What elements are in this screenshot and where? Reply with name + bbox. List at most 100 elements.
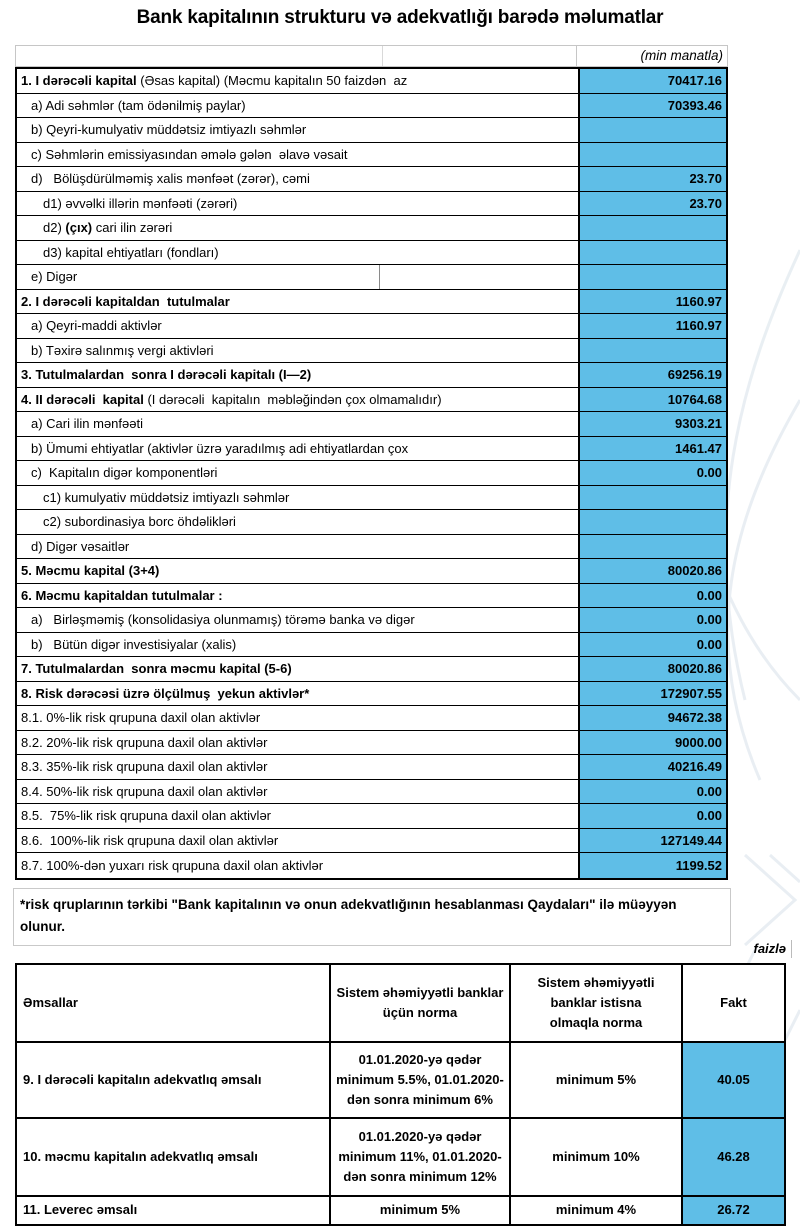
row-value-cell: 172907.55	[578, 681, 726, 705]
ratio-row: 9. I dərəcəli kapitalın adekvatlıq əmsal…	[17, 1041, 784, 1117]
row-label-cell: 8.2. 20%-lik risk qrupuna daxil olan akt…	[17, 731, 578, 755]
row-value-cell: 1160.97	[578, 314, 726, 338]
ratio-row: 11. Leverec əmsalı minimum 5% minimum 4%…	[17, 1195, 784, 1224]
percent-unit-note: faizlə	[753, 940, 792, 958]
table-row: 1. I dərəcəli kapital (Əsas kapital) (Mə…	[17, 69, 726, 94]
ratios-header-row: Əmsallar Sistem əhəmiyyətli banklar üçün…	[17, 965, 784, 1041]
row-label-cell: 6. Məcmu kapitaldan tutulmalar :	[17, 584, 578, 608]
row-value-cell	[578, 510, 726, 534]
ratio-fact-cell: 46.28	[681, 1119, 784, 1195]
label-text: c) Kapitalın digər komponentləri	[31, 465, 218, 481]
table-row: 3. Tutulmalardan sonra I dərəcəli kapita…	[17, 363, 726, 388]
label-text: 8.7. 100%-dən yuxarı risk qrupuna daxil …	[21, 857, 324, 873]
label-bold-text: 5. Məcmu kapital (3+4)	[21, 563, 160, 579]
row-label-cell: b) Bütün digər investisiyalar (xalis)	[17, 633, 578, 657]
row-label-cell: a) Adi səhmlər (tam ödənilmiş paylar)	[17, 94, 578, 118]
table-row: b) Ümumi ehtiyatlar (aktivlər üzrə yarad…	[17, 436, 726, 461]
ratio-row: 10. məcmu kapitalın adekvatlıq əmsalı 01…	[17, 1117, 784, 1195]
row-value-cell	[578, 118, 726, 142]
label-text: 8.4. 50%-lik risk qrupuna daxil olan akt…	[21, 783, 268, 799]
ratio-norm-systemic-cell: 01.01.2020-yə qədər minimum 11%, 01.01.2…	[329, 1119, 509, 1195]
row-value-cell: 10764.68	[578, 387, 726, 411]
label-text: c) Səhmlərin emissiyasından əmələ gələn …	[31, 146, 348, 162]
table-row: 2. I dərəcəli kapitaldan tutulmalar 1160…	[17, 289, 726, 314]
label-text: b) Ümumi ehtiyatlar (aktivlər üzrə yarad…	[31, 440, 409, 456]
row-value-cell: 9000.00	[578, 730, 726, 754]
row-value-cell: 127149.44	[578, 828, 726, 852]
capital-structure-table: (min manatla) 1. I dərəcəli kapital (Əsa…	[15, 45, 728, 880]
row-value-cell: 9303.21	[578, 412, 726, 436]
label-text: d) Digər vəsaitlər	[31, 538, 130, 554]
table-row: 8.7. 100%-dən yuxarı risk qrupuna daxil …	[17, 853, 726, 878]
table-row: d) Digər vəsaitlər	[17, 534, 726, 559]
row-label-cell: e) Digər	[17, 265, 578, 289]
table-row: a) Qeyri-maddi aktivlər 1160.97	[17, 314, 726, 339]
table-row: b) Bütün digər investisiyalar (xalis) 0.…	[17, 632, 726, 657]
empty-header-cell	[16, 46, 383, 66]
row-label-cell: d) Bölüşdürülməmiş xalis mənfəət (zərər)…	[17, 167, 578, 191]
row-label-cell: 4. II dərəcəli kapital (I dərəcəli kapit…	[17, 388, 578, 412]
row-value-cell: 0.00	[578, 779, 726, 803]
row-value-cell: 94672.38	[578, 706, 726, 730]
table-row: 8.1. 0%-lik risk qrupuna daxil olan akti…	[17, 706, 726, 731]
row-label-cell: d) Digər vəsaitlər	[17, 535, 578, 559]
row-value-cell: 0.00	[578, 632, 726, 656]
row-value-cell: 1199.52	[578, 853, 726, 878]
label-text: (I dərəcəli kapitalın məbləğindən çox ol…	[147, 391, 442, 407]
table-row: d) Bölüşdürülməmiş xalis mənfəət (zərər)…	[17, 167, 726, 192]
row-label-cell: a) Cari ilin mənfəəti	[17, 412, 578, 436]
row-value-cell: 1461.47	[578, 436, 726, 460]
label-text: b) Bütün digər investisiyalar (xalis)	[31, 636, 237, 652]
header-emsallar: Əmsallar	[23, 994, 78, 1010]
table-row: a) Adi səhmlər (tam ödənilmiş paylar) 70…	[17, 93, 726, 118]
table-row: 7. Tutulmalardan sonra məcmu kapital (5-…	[17, 657, 726, 682]
page-title: Bank kapitalının strukturu və adekvatlığ…	[136, 7, 664, 28]
table-row: a) Birləşməmiş (konsolidasiya olunmamış)…	[17, 608, 726, 633]
label-text: b) Təxirə salınmış vergi aktivləri	[31, 342, 214, 358]
row-value-cell	[578, 216, 726, 240]
row-label-cell: 8.5. 75%-lik risk qrupuna daxil olan akt…	[17, 804, 578, 828]
ratio-fact-cell: 26.72	[681, 1197, 784, 1224]
row-label-cell: 8. Risk dərəcəsi üzrə ölçülmuş yekun akt…	[17, 682, 578, 706]
row-label-cell: c) Kapitalın digər komponentləri	[17, 461, 578, 485]
header-norm-other: Sistem əhəmiyyətli banklar istisna olmaq…	[509, 965, 681, 1041]
ratio-label-cell: 9. I dərəcəli kapitalın adekvatlıq əmsal…	[23, 1071, 262, 1087]
ratio-norm-other-cell: minimum 10%	[509, 1119, 681, 1195]
row-value-cell: 23.70	[578, 167, 726, 191]
label-bold-text: 6. Məcmu kapitaldan tutulmalar :	[21, 587, 223, 603]
label-text: 8.2. 20%-lik risk qrupuna daxil olan akt…	[21, 734, 268, 750]
row-value-cell: 0.00	[578, 461, 726, 485]
row-label-cell: 8.3. 35%-lik risk qrupuna daxil olan akt…	[17, 755, 578, 779]
row-label-cell: b) Ümumi ehtiyatlar (aktivlər üzrə yarad…	[17, 437, 578, 461]
row-value-cell: 23.70	[578, 191, 726, 215]
row-value-cell: 70417.16	[578, 69, 726, 93]
row-value-cell: 1160.97	[578, 289, 726, 313]
row-value-cell	[578, 534, 726, 558]
label-text: 8.1. 0%-lik risk qrupuna daxil olan akti…	[21, 710, 261, 726]
row-label-cell: 1. I dərəcəli kapital (Əsas kapital) (Mə…	[17, 69, 578, 93]
label-text: a) Cari ilin mənfəəti	[31, 416, 143, 432]
table-row: b) Təxirə salınmış vergi aktivləri	[17, 338, 726, 363]
capital-table-body: 1. I dərəcəli kapital (Əsas kapital) (Mə…	[15, 67, 728, 880]
row-label-cell: 7. Tutulmalardan sonra məcmu kapital (5-…	[17, 657, 578, 681]
row-value-cell: 80020.86	[578, 657, 726, 681]
row-value-cell: 0.00	[578, 608, 726, 632]
adequacy-ratios-table: Əmsallar Sistem əhəmiyyətli banklar üçün…	[15, 963, 786, 1226]
ratio-norm-other-cell: minimum 4%	[509, 1197, 681, 1224]
row-label-cell: c) Səhmlərin emissiyasından əmələ gələn …	[17, 143, 578, 167]
label-text: e) Digər	[31, 269, 78, 285]
row-value-cell: 0.00	[578, 804, 726, 828]
table-row: c1) kumulyativ müddətsiz imtiyazlı səhml…	[17, 485, 726, 510]
table-row: a) Cari ilin mənfəəti 9303.21	[17, 412, 726, 437]
table-row: 8.5. 75%-lik risk qrupuna daxil olan akt…	[17, 804, 726, 829]
label-bold-text: (çıx)	[65, 220, 93, 236]
ratio-label-cell: 10. məcmu kapitalın adekvatlıq əmsalı	[23, 1148, 258, 1164]
empty-header-cell	[383, 46, 577, 66]
table-row: d1) əvvəlki illərin mənfəəti (zərəri) 23…	[17, 191, 726, 216]
table-row: 8.2. 20%-lik risk qrupuna daxil olan akt…	[17, 730, 726, 755]
table-unit-header-row: (min manatla)	[15, 45, 728, 67]
label-text: c1) kumulyativ müddətsiz imtiyazlı səhml…	[43, 489, 290, 505]
table-row: d2) (çıx) cari ilin zərəri	[17, 216, 726, 241]
label-text: a) Birləşməmiş (konsolidasiya olunmamış)…	[31, 612, 415, 628]
table-row: d3) kapital ehtiyatları (fondları)	[17, 240, 726, 265]
